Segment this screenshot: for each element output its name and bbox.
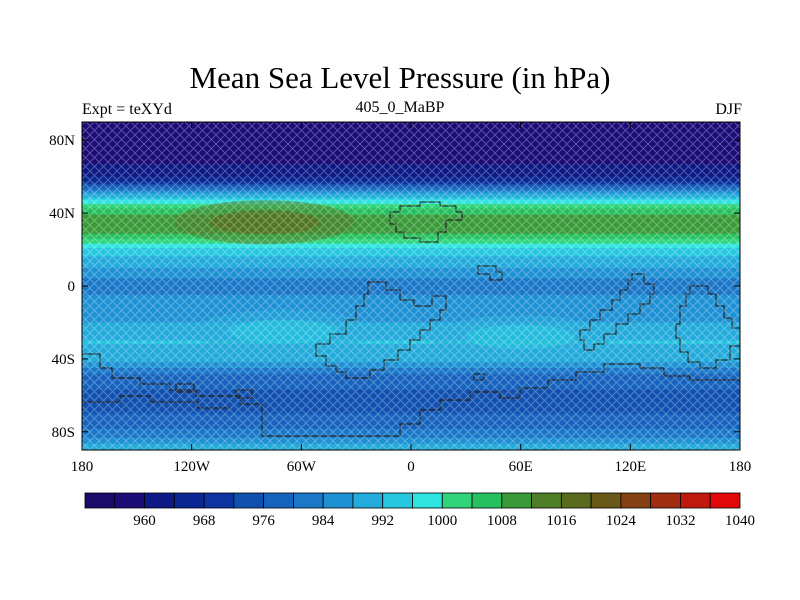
colorbar-label: 960 [133,513,156,529]
colorbar-swatch [471,492,503,509]
hatch-overlay [82,122,740,450]
colorbar-label: 984 [312,513,335,529]
colorbar-swatch [620,492,652,509]
colorbar-swatch [650,492,681,509]
y-tick-label: 40S [52,352,75,368]
colorbar-label: 1040 [725,513,755,529]
y-tick-label: 80S [52,425,75,441]
colorbar-swatch [203,492,235,509]
colorbar-swatch [233,492,265,509]
colorbar-swatch [84,492,116,509]
x-tick-label: 0 [407,459,415,475]
x-tick-label: 60W [287,459,317,475]
colorbar: 960 968 976 984 992 1000 1008 1016 1024 1032 1040 [84,492,755,529]
colorbar-label: 1016 [546,513,577,529]
y-tick-label: 80N [49,133,75,149]
colorbar-swatch [352,492,384,509]
colorbar-label: 1000 [427,513,457,529]
colorbar-label: 976 [252,513,275,529]
y-axis: 80N 40N 0 40S 80S [49,133,740,441]
x-axis: 180 120W 60W 0 60E 120E 180 [71,122,752,475]
x-tick-label: 180 [71,459,94,475]
colorbar-swatch [531,492,562,509]
colorbar-label: 992 [371,513,394,529]
x-tick-label: 180 [729,459,752,475]
colorbar-label: 1008 [487,513,517,529]
x-tick-label: 120W [173,459,211,475]
colorbar-swatch [680,492,711,509]
colorbar-swatch [560,492,592,509]
y-tick-label: 40N [49,206,75,222]
x-tick-label: 60E [509,459,533,475]
colorbar-swatch [501,492,532,509]
colorbar-swatch [293,492,324,509]
colorbar-swatch [382,492,413,509]
chart-title: Mean Sea Level Pressure (in hPa) [189,60,611,95]
colorbar-label: 1032 [665,513,695,529]
colorbar-swatch [263,492,294,509]
colorbar-swatch [441,492,473,509]
colorbar-swatch [144,492,175,509]
experiment-label: Expt = teXYd [82,101,172,118]
colorbar-swatch [114,492,145,509]
colorbar-swatch [590,492,622,509]
y-tick-label: 0 [68,279,76,295]
age-label: 405_0_MaBP [355,99,445,116]
colorbar-swatch [173,492,205,509]
colorbar-swatch [709,492,741,509]
x-tick-label: 120E [614,459,646,475]
colorbar-swatch [322,492,354,509]
colorbar-swatch [412,492,443,509]
season-label: DJF [715,101,742,118]
colorbar-label: 968 [193,513,216,529]
colorbar-label: 1024 [606,513,637,529]
